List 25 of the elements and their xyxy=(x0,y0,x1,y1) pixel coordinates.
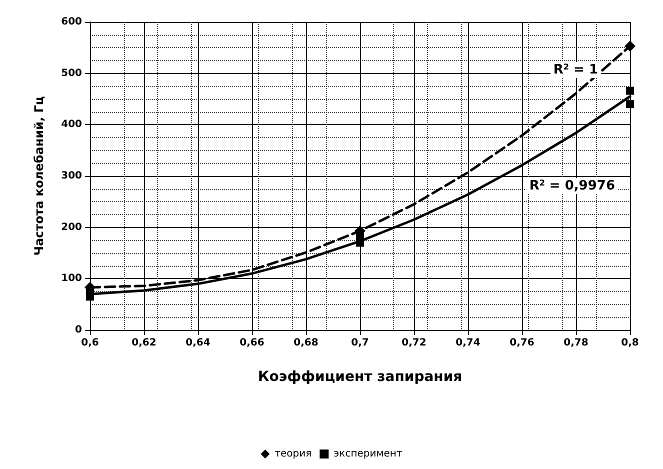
x-tick-label: 0,62 xyxy=(132,338,156,348)
x-tick-label: 0,7 xyxy=(351,338,369,348)
y-axis-title: Частота колебаний, Гц xyxy=(32,96,46,256)
legend-label: теория xyxy=(274,448,312,460)
x-tick-label: 0,76 xyxy=(510,338,534,348)
y-tick-label: 500 xyxy=(61,68,82,79)
x-tick-label: 0,6 xyxy=(81,338,99,348)
point xyxy=(624,40,636,52)
legend-label: эксперимент xyxy=(334,448,402,460)
y-tick-label: 100 xyxy=(61,273,82,284)
y-tick-label: 600 xyxy=(61,16,82,28)
x-tick-label: 0,72 xyxy=(402,338,426,348)
x-tick-label: 0,74 xyxy=(456,338,480,348)
y-tick-label: 0 xyxy=(75,324,82,336)
y-tick-label: 200 xyxy=(61,222,82,233)
y-tick-label: 300 xyxy=(61,170,82,182)
x-tick-label: 0,66 xyxy=(240,338,264,348)
x-axis-title: Коэффициент запирания xyxy=(258,369,462,385)
x-tick-label: 0,68 xyxy=(294,338,318,348)
x-tick-label: 0,78 xyxy=(564,338,588,348)
point xyxy=(626,100,634,108)
x-tick-label: 0,8 xyxy=(621,338,639,348)
point xyxy=(626,86,634,95)
y-tick-label: 400 xyxy=(61,119,82,130)
x-tick-label: 0,64 xyxy=(186,338,210,348)
